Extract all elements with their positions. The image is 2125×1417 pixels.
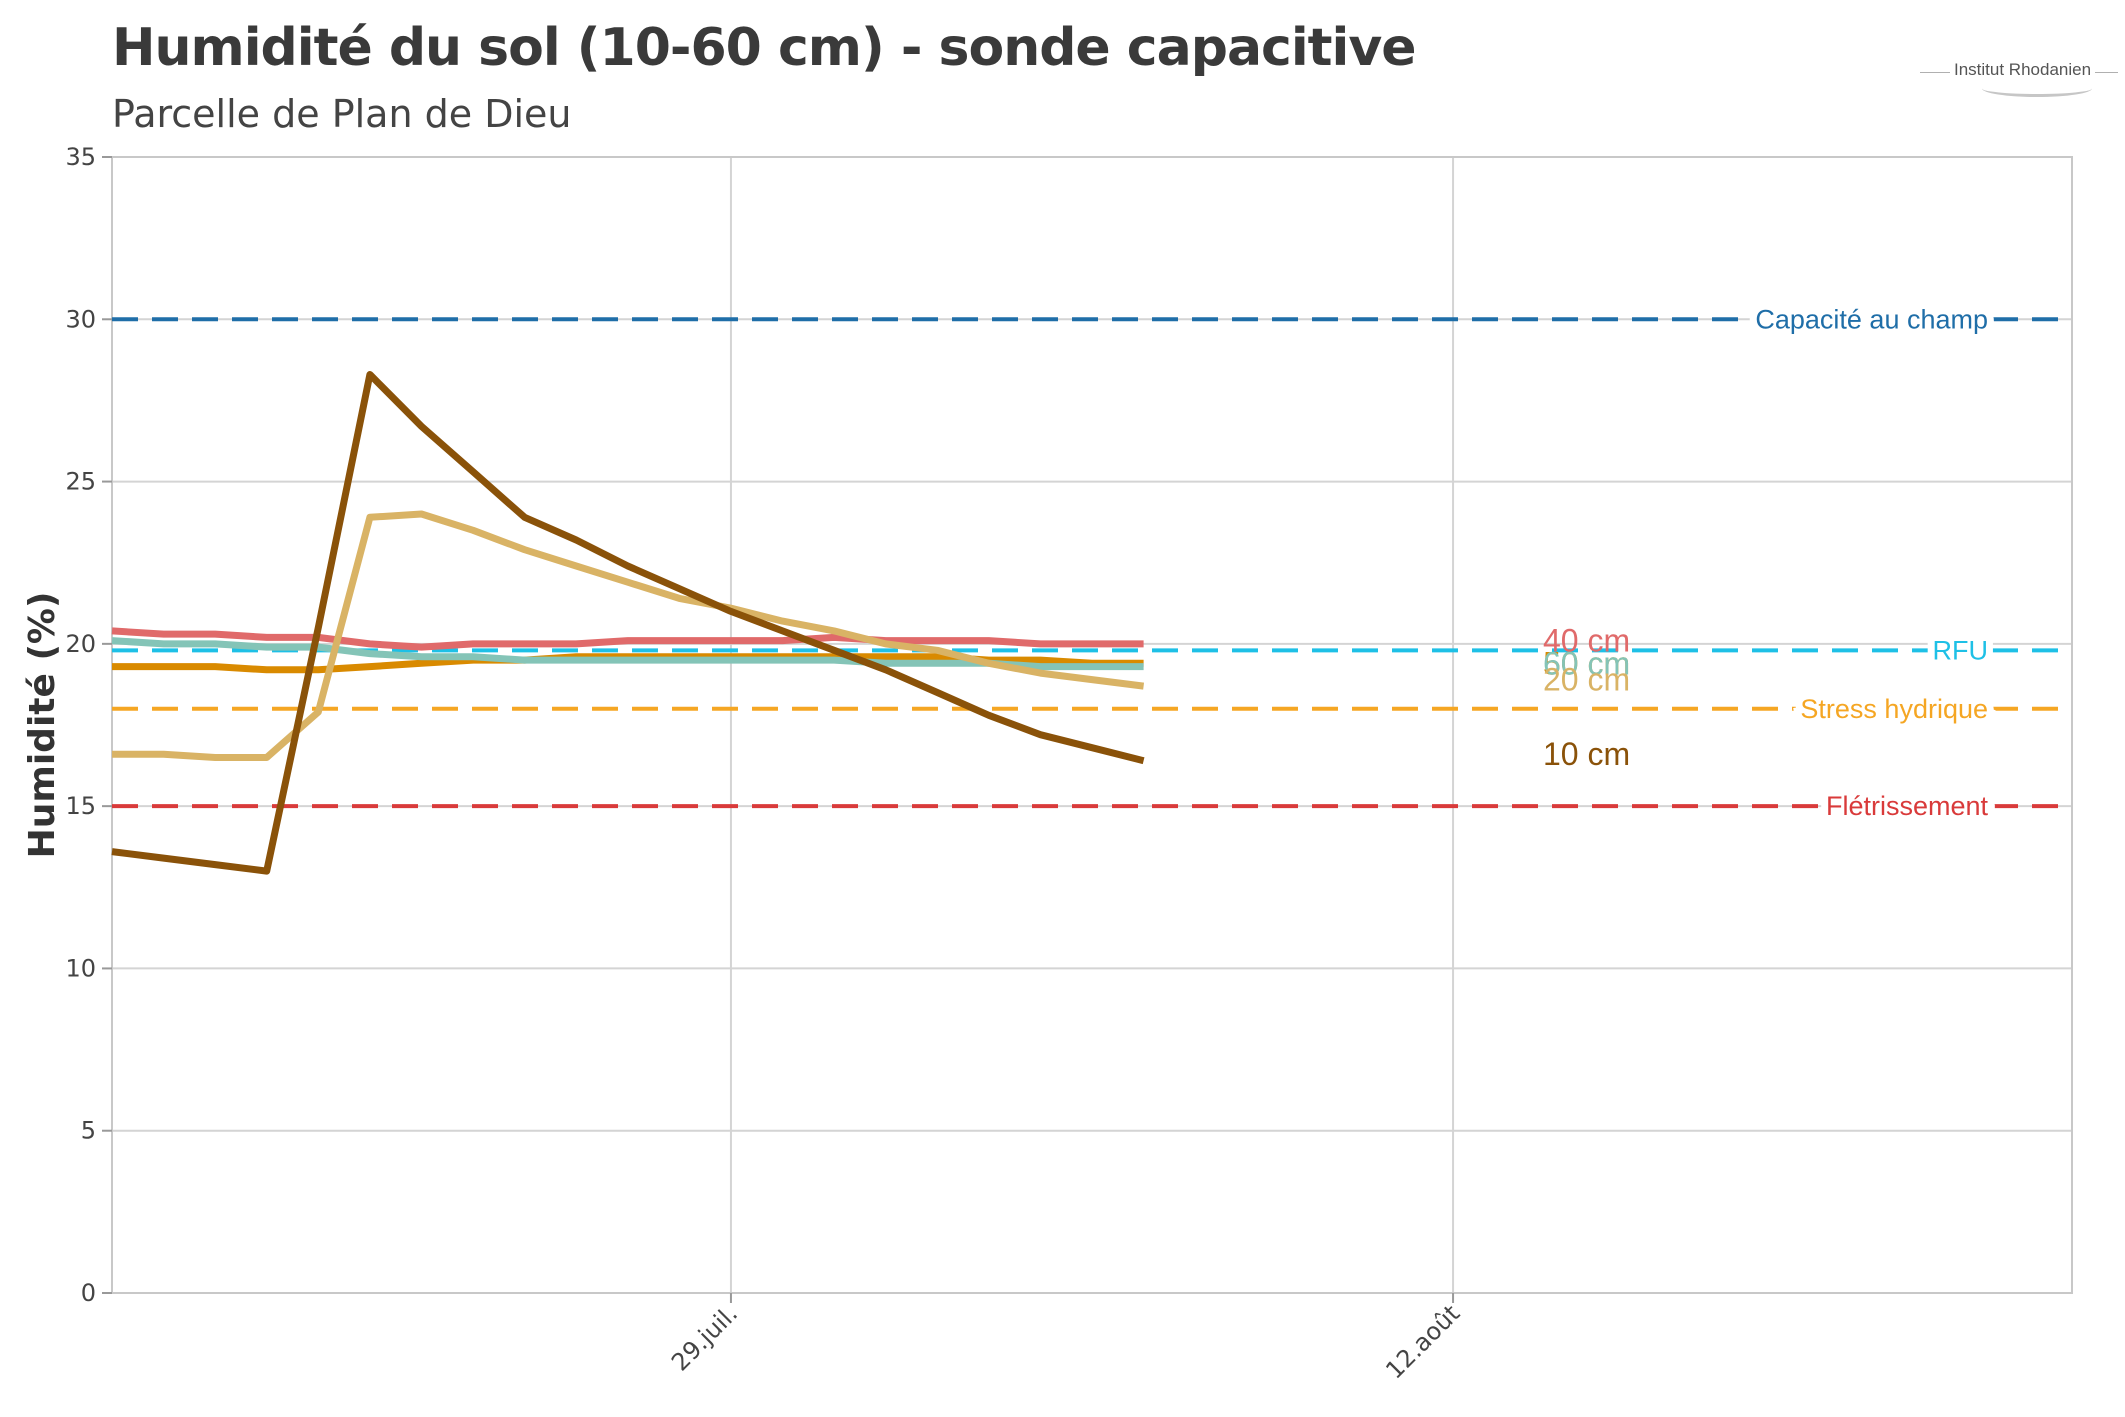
x-tick-label: 12.août — [1380, 1299, 1465, 1384]
y-tick-label: 10 — [65, 954, 96, 982]
y-tick-label: 0 — [81, 1279, 96, 1307]
y-tick-label: 5 — [81, 1117, 96, 1145]
x-tick-label: 29.juil. — [666, 1299, 743, 1376]
series-label: 60 cm — [1543, 645, 1630, 681]
series-line-20-cm — [112, 510, 1145, 761]
series-lines — [111, 371, 1145, 875]
series-label: 20 cm — [1543, 662, 1630, 698]
institut-rhodanien-logo: Institut Rhodanien — [1920, 58, 2120, 98]
axes: 0 5 10 15 20 25 30 35 29.juil. 12.août — [65, 143, 1465, 1384]
y-tick-label: 20 — [65, 630, 96, 658]
reference-label: Stress hydrique — [1800, 694, 1988, 724]
logo-text: Institut Rhodanien — [1950, 60, 2096, 80]
series-line-60-cm — [111, 637, 1144, 671]
plot-frame — [111, 156, 2073, 1294]
y-tick-label: 35 — [65, 143, 96, 171]
y-tick-label: 30 — [65, 305, 96, 333]
chart-title: Humidité du sol (10-60 cm) - sonde capac… — [112, 18, 1417, 78]
series-line-10-cm — [111, 371, 1145, 875]
y-tick-label: 25 — [65, 468, 96, 496]
reference-label: RFU — [1933, 635, 1989, 665]
reference-label: Capacité au champ — [1755, 304, 1988, 334]
y-tick-label: 15 — [65, 792, 96, 820]
reference-lines: Capacité au champ RFU Stress hydrique Flétr… — [112, 297, 2072, 828]
series-label: 10 cm — [1543, 736, 1630, 772]
series-line-40-cm — [111, 627, 1144, 651]
series-label: 50 cm — [1543, 645, 1630, 681]
reference-label: Flétrissement — [1826, 791, 1989, 821]
logo-swoosh-icon — [1982, 80, 2092, 97]
y-axis-title: Humidité (%) — [22, 592, 63, 859]
series-label: 40 cm — [1543, 623, 1630, 659]
chart-subtitle: Parcelle de Plan de Dieu — [112, 92, 572, 136]
